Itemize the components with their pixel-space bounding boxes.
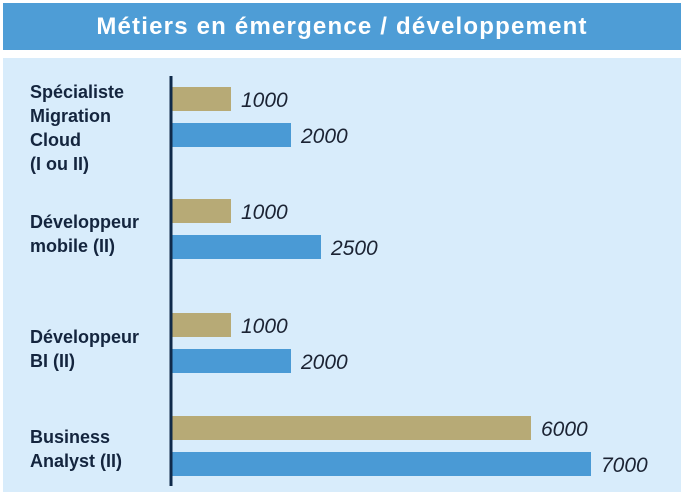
- bar-s1-c2: [171, 199, 231, 223]
- value-label-s1-c1: 1000: [241, 89, 288, 112]
- bar-s1-c4: [171, 416, 531, 440]
- value-label-s2-c3: 2000: [300, 351, 348, 374]
- bar-s2-c2: [171, 235, 321, 259]
- value-label-s2-c4: 7000: [601, 454, 648, 477]
- bar-s1-c3: [171, 313, 231, 337]
- bar-chart: 1000 1000 1000 6000 2000 2500 2000 7000: [169, 76, 648, 486]
- value-label-s1-c3: 1000: [241, 315, 288, 338]
- chart-title: Métiers en émergence / développement: [96, 12, 588, 40]
- chart-panel: Spécialiste Migration Cloud (I ou II) Dé…: [3, 58, 681, 492]
- bar-s2-c4: [171, 452, 591, 476]
- value-label-s1-c2: 1000: [241, 201, 288, 224]
- category-label-business-analyst: Business Analyst (II): [30, 427, 123, 471]
- value-label-s2-c1: 2000: [300, 125, 348, 148]
- category-label-bi: Développeur BI (II): [30, 327, 140, 371]
- category-label-cloud: Spécialiste Migration Cloud (I ou II): [30, 82, 125, 174]
- bar-s2-c3: [171, 349, 291, 373]
- value-label-s2-c2: 2500: [330, 237, 378, 260]
- chart-title-bar: Métiers en émergence / développement: [3, 3, 681, 50]
- bar-s2-c1: [171, 123, 291, 147]
- category-label-mobile: Développeur mobile (II): [30, 212, 140, 256]
- bar-s1-c1: [171, 87, 231, 111]
- value-label-s1-c4: 6000: [541, 418, 588, 441]
